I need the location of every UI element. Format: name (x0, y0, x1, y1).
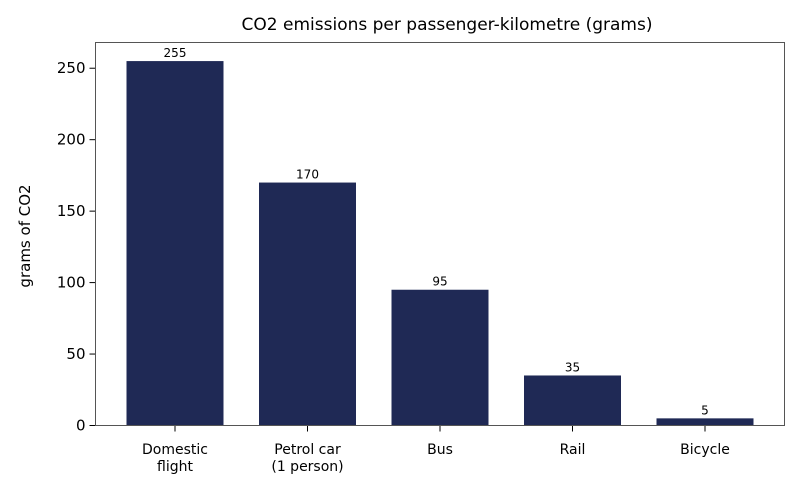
x-tick-label-0-1: flight (157, 459, 193, 475)
bar-2 (391, 289, 489, 426)
y-tick-label-0: 0 (76, 417, 86, 435)
y-tick-label-5: 250 (57, 59, 86, 77)
x-tick-label-4-0: Bicycle (680, 442, 730, 458)
x-tick-label-3-0: Rail (560, 442, 586, 458)
x-tick-label-2-0: Bus (427, 442, 453, 458)
x-tick-label-1-1: (1 person) (271, 459, 343, 475)
data-label-0: 255 (164, 46, 187, 60)
bar-1 (259, 182, 356, 426)
data-label-4: 5 (701, 403, 709, 417)
data-label-2: 95 (432, 275, 447, 289)
bars-group: 255 170 95 35 5 (126, 46, 754, 426)
y-tick-label-3: 150 (57, 202, 86, 220)
x-tick-label-1-0: Petrol car (274, 442, 341, 458)
bar-4 (656, 418, 754, 426)
x-tick-label-0-0: Domestic (142, 442, 208, 458)
data-label-1: 170 (296, 168, 319, 182)
y-tick-label-1: 50 (66, 345, 85, 363)
bar-3 (524, 375, 621, 426)
bar-0 (126, 61, 224, 426)
chart-title: CO2 emissions per passenger-kilometre (g… (242, 15, 653, 35)
y-tick-label-4: 200 (57, 131, 86, 149)
y-axis-label: grams of CO2 (16, 184, 34, 287)
plot-area-frame (95, 42, 785, 426)
y-tick-label-2: 100 (57, 274, 86, 292)
data-label-3: 35 (565, 360, 580, 374)
